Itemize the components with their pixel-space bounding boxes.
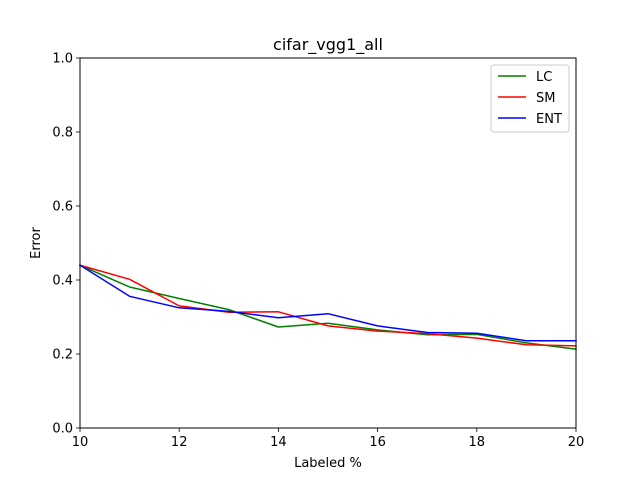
x-tick-label: 14	[270, 435, 287, 450]
x-tick-label: 20	[568, 435, 585, 450]
y-axis: 0.0 0.2 0.4 0.6 0.8 1.0	[52, 52, 80, 437]
legend: LC SM ENT	[490, 64, 570, 133]
plot-lines	[78, 264, 577, 351]
y-tick-label: 0.6	[52, 200, 73, 215]
series-line-lc	[79, 264, 577, 351]
x-tick-label: 10	[72, 435, 89, 450]
legend-label-ent: ENT	[536, 112, 562, 127]
legend-box	[490, 64, 570, 133]
x-tick-label: 12	[171, 435, 188, 450]
y-tick-label: 0.8	[52, 126, 73, 141]
chart-title: cifar_vgg1_all	[273, 35, 383, 55]
series-line-ent	[78, 264, 577, 342]
x-axis-label: Labeled %	[294, 456, 362, 471]
y-axis-label: Error	[29, 227, 44, 259]
y-tick-label: 0.4	[52, 274, 73, 289]
y-tick-label: 1.0	[52, 52, 73, 67]
x-axis: 10 12 14 16 18 20	[72, 428, 585, 450]
x-tick-label: 16	[369, 435, 386, 450]
series-line-sm	[79, 264, 577, 347]
plot-frame	[79, 57, 577, 429]
legend-label-lc: LC	[536, 70, 552, 85]
x-tick-label: 18	[469, 435, 486, 450]
y-tick-label: 0.2	[52, 348, 73, 363]
y-tick-label: 0.0	[52, 422, 73, 437]
legend-label-sm: SM	[536, 91, 555, 106]
